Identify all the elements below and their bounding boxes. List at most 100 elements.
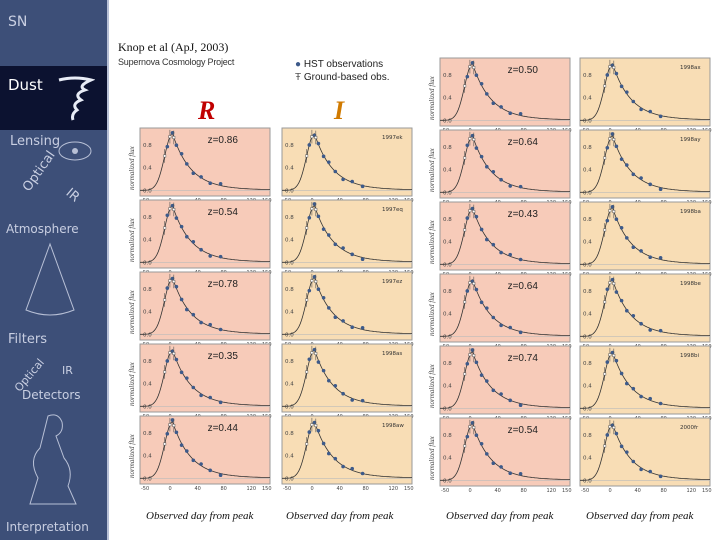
hst-observation-point	[316, 141, 321, 146]
sidebar-item-sn[interactable]: SN	[8, 14, 28, 30]
y-axis-label: normalized flux	[128, 218, 136, 262]
x-tick-label: 150	[404, 486, 414, 492]
x-tick-label: 0	[311, 486, 314, 492]
hst-observation-point	[619, 84, 624, 89]
hst-observation-point	[614, 290, 619, 294]
y-tick-label: 0.4	[443, 456, 452, 462]
redshift-label: z=0.54	[208, 207, 239, 218]
x-tick-label: 120	[247, 486, 257, 492]
y-tick-label: 0.8	[285, 431, 294, 437]
light-curve-panel: 0.00.40.8-50040801201501998ay	[579, 129, 712, 206]
template-curve	[282, 349, 412, 407]
ground-observation-point	[603, 228, 607, 232]
ground-observation-point	[612, 282, 616, 285]
ground-observation-point	[603, 156, 607, 160]
y-tick-label: 0.8	[143, 143, 152, 149]
x-axis-label-col1: Observed day from peak	[146, 510, 254, 522]
y-tick-label: 0.8	[285, 287, 294, 293]
hst-observation-point	[485, 164, 489, 169]
hst-observation-point	[631, 245, 636, 250]
hst-observation-point	[350, 466, 354, 471]
y-tick-label: 0.4	[143, 238, 152, 244]
hst-observation-point	[191, 171, 196, 176]
hst-observation-point	[631, 314, 636, 318]
hst-observation-point	[499, 392, 503, 396]
hst-observation-point	[605, 73, 610, 77]
hst-observation-point	[499, 177, 503, 182]
ground-observation-point	[603, 300, 607, 304]
y-tick-label: 0.0	[583, 262, 592, 268]
y-tick-label: 0.4	[583, 168, 592, 174]
x-axis-label-col3: Observed day from peak	[446, 510, 554, 522]
x-tick-label: 120	[687, 488, 697, 494]
hst-observation-point	[479, 373, 484, 377]
y-tick-label: 0.8	[143, 431, 152, 437]
hst-observation-point	[631, 172, 636, 177]
light-curve-panel: 0.00.40.8-50040801201501997eq	[281, 199, 414, 276]
redshift-label: z=0.74	[508, 353, 539, 364]
sidebar-item-ir[interactable]: IR	[62, 185, 83, 206]
x-axis-label-col2: Observed day from peak	[286, 510, 394, 522]
y-axis-label: normalized flux	[428, 148, 436, 192]
hst-observation-point	[474, 360, 479, 365]
panel-background	[579, 201, 711, 271]
sidebar-item-atmosphere[interactable]: Atmosphere	[6, 222, 79, 236]
sidebar-item-filters[interactable]: Filters	[8, 332, 47, 347]
ground-observation-point	[163, 370, 167, 374]
hst-observation-point	[174, 357, 179, 362]
hst-observation-point	[191, 240, 196, 244]
y-tick-label: 0.8	[443, 217, 452, 223]
sn-name-label: 2000fr	[680, 425, 699, 431]
light-curve-panel: 0.00.40.8-50040801201501998bi	[579, 345, 712, 422]
sidebar-item-lensing[interactable]: Lensing	[10, 134, 61, 149]
hst-observation-point	[610, 132, 615, 136]
band-r-label: R	[198, 96, 216, 125]
panel-background	[281, 199, 413, 269]
y-tick-label: 0.8	[443, 289, 452, 295]
ground-observation-point	[603, 444, 607, 448]
template-curve	[282, 205, 412, 263]
y-tick-label: 0.8	[143, 287, 152, 293]
sidebar-item-optical[interactable]: Optical	[20, 148, 59, 195]
hst-observation-point	[185, 376, 189, 380]
light-curve-panel: 0.0 0.4 0.8 -50 0 40 80 120 150 2000fr	[579, 417, 712, 494]
sidebar-item-ir-detectors[interactable]: IR	[62, 364, 73, 377]
ground-observation-point	[310, 279, 314, 283]
hst-observation-point	[327, 451, 331, 456]
ground-observation-point	[472, 210, 476, 213]
hst-observation-point	[605, 218, 610, 223]
hst-observation-point	[508, 252, 512, 257]
template-curve	[580, 63, 710, 121]
hst-observation-point	[327, 306, 331, 310]
ground-observation-point	[612, 210, 616, 213]
sn-name-label: 1997eq	[382, 207, 403, 213]
y-axis-label: normalized flux	[128, 290, 136, 334]
ground-observation-point	[472, 426, 476, 429]
panel-background	[281, 127, 413, 197]
redshift-label: z=0.78	[208, 279, 239, 290]
hst-observation-point	[499, 250, 503, 255]
hst-observation-point	[360, 471, 365, 476]
panel-background	[139, 271, 271, 341]
x-tick-label: 0	[469, 488, 472, 494]
hst-observation-point	[518, 472, 523, 476]
sidebar-item-dust[interactable]: Dust	[0, 66, 107, 130]
light-curve-panel: 0.00.40.8-50040801201501998be	[579, 273, 712, 350]
sidebar: SN Dust Lensing Optical IR Atmosphere Fi…	[0, 0, 109, 540]
ground-observation-point	[305, 298, 309, 302]
light-curve-panel: 0.0 0.4 0.8 -50 0 40 80 120 150 z=0.54	[439, 417, 572, 494]
ground-observation-point	[468, 209, 472, 213]
sidebar-item-detectors[interactable]: Detectors	[22, 388, 81, 402]
hst-observation-point	[218, 254, 223, 259]
ground-observation-point	[608, 281, 612, 285]
sidebar-item-interpretation[interactable]: Interpretation	[6, 520, 89, 534]
panel-background	[439, 129, 571, 199]
hst-observation-point	[658, 187, 663, 192]
ground-observation-point	[468, 425, 472, 429]
ground-observation-point	[468, 137, 472, 141]
sn-name-label: 1998ba	[680, 209, 701, 215]
hst-observation-point	[485, 92, 489, 96]
